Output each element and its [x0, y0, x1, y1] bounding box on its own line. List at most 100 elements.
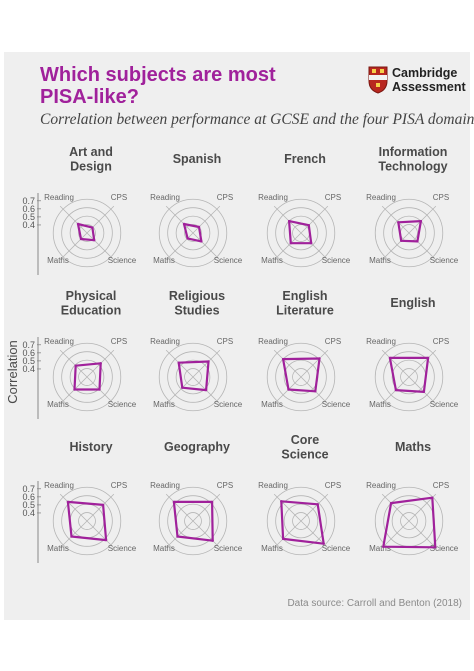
grid-spoke — [273, 376, 302, 405]
grid-spoke — [86, 376, 115, 405]
panel-title: English — [390, 296, 435, 310]
data-point — [98, 388, 101, 391]
grid-spoke — [165, 493, 194, 522]
data-point — [197, 225, 201, 229]
panel-title-line: Literature — [276, 304, 334, 318]
axis-label: Science — [214, 544, 243, 553]
grid-ring — [52, 342, 122, 412]
radar-panel: French Reading CPS Science Maths — [258, 152, 351, 268]
axis-label: CPS — [217, 481, 233, 490]
radar-panel: History Reading CPS Science Maths — [44, 440, 137, 556]
grid-spoke — [381, 520, 410, 549]
data-point — [400, 239, 403, 242]
grid-spoke — [165, 376, 194, 405]
panel-title: Physical Education — [61, 289, 121, 318]
grid-ring — [69, 359, 105, 395]
axis-label: Reading — [44, 337, 74, 346]
radar-panel: Physical Education Reading CPS Science Maths — [44, 289, 137, 412]
grid-spoke — [192, 205, 221, 234]
scale-tick-label: 0.6 — [22, 204, 35, 214]
data-point — [388, 356, 392, 360]
axis-label: Science — [322, 256, 351, 265]
panel-title-line: Education — [61, 304, 121, 318]
axis-label: Maths — [47, 544, 69, 553]
data-point — [318, 357, 321, 360]
grid-spoke — [381, 493, 410, 522]
axis-label: Maths — [47, 400, 69, 409]
grid-spoke — [192, 493, 221, 522]
grid-spoke — [273, 349, 302, 378]
data-point — [289, 242, 292, 245]
panel-title-line: Art and — [69, 145, 113, 159]
grid-spoke — [59, 520, 88, 549]
panel-title-line: Information — [379, 145, 448, 159]
axis-label: CPS — [433, 193, 449, 202]
axis-label: CPS — [433, 481, 449, 490]
grid-ring — [383, 207, 435, 259]
grid-ring — [175, 359, 211, 395]
grid-spoke — [273, 493, 302, 522]
grid-spoke — [86, 493, 115, 522]
axis-label: Science — [214, 256, 243, 265]
grid-spoke — [300, 349, 329, 378]
grid-ring — [292, 512, 310, 530]
grid-spoke — [300, 232, 329, 261]
axis-label: Science — [108, 544, 137, 553]
grid-spoke — [192, 232, 221, 261]
grid-ring — [283, 215, 319, 251]
grid-spoke — [273, 205, 302, 234]
grid-ring — [175, 215, 211, 251]
row-scale: 0.70.60.50.4 — [22, 193, 41, 275]
axis-label: Reading — [44, 481, 74, 490]
grid-spoke — [381, 232, 410, 261]
grid-ring — [184, 368, 202, 386]
data-point — [176, 535, 179, 538]
panel-title-line: English — [282, 289, 327, 303]
panel-title: Core Science — [281, 433, 328, 462]
axis-label: Science — [322, 400, 351, 409]
axis-label: CPS — [111, 481, 127, 490]
grid-ring — [383, 351, 435, 403]
axis-label: Science — [322, 544, 351, 553]
grid-spoke — [408, 376, 437, 405]
axis-label: Reading — [366, 193, 396, 202]
grid-ring — [52, 198, 122, 268]
axis-label: Science — [430, 400, 459, 409]
grid-ring — [184, 512, 202, 530]
axis-label: Maths — [369, 544, 391, 553]
scale-tick-label: 0.4 — [22, 508, 35, 518]
grid-ring — [266, 342, 336, 412]
data-point — [280, 500, 283, 503]
grid-ring — [78, 368, 96, 386]
grid-ring — [167, 207, 219, 259]
data-point — [314, 390, 317, 393]
axis-label: Maths — [369, 256, 391, 265]
grid-ring — [158, 342, 228, 412]
data-point — [200, 240, 203, 243]
data-point — [79, 237, 83, 241]
data-point — [316, 503, 319, 506]
panel-title: Art and Design — [69, 145, 113, 174]
panel-title: French — [284, 152, 326, 166]
axis-label: Science — [430, 544, 459, 553]
data-point — [186, 237, 189, 240]
axis-label: Reading — [150, 481, 180, 490]
grid-spoke — [165, 205, 194, 234]
logo-text: Cambridge Assessment — [392, 66, 466, 94]
axis-label: CPS — [325, 193, 341, 202]
axis-label: Maths — [153, 400, 175, 409]
scale-tick-label: 0.5 — [22, 212, 35, 222]
grid-spoke — [408, 520, 437, 549]
axis-label: Reading — [366, 337, 396, 346]
data-point — [419, 219, 423, 223]
grid-spoke — [300, 205, 329, 234]
page-subtitle: Correlation between performance at GCSE … — [40, 111, 474, 128]
grid-spoke — [59, 493, 88, 522]
scale-tick-label: 0.6 — [22, 348, 35, 358]
axis-label: Reading — [258, 193, 288, 202]
axis-label: Maths — [369, 400, 391, 409]
axis-label: Science — [214, 400, 243, 409]
panel-title: History — [69, 440, 112, 454]
axis-label: CPS — [325, 337, 341, 346]
data-point — [281, 357, 285, 361]
